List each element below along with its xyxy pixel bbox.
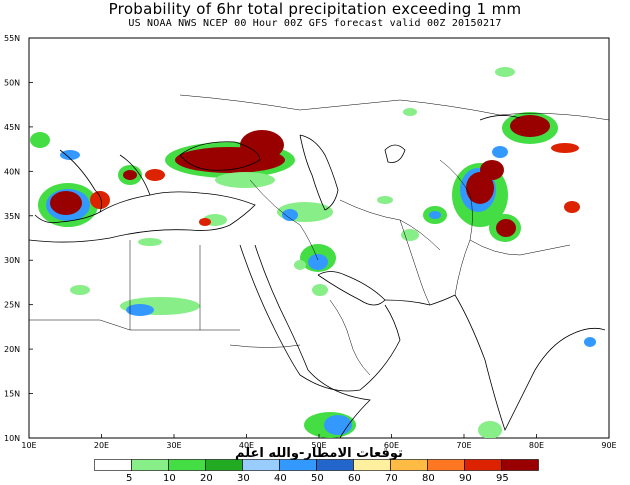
- lon-label: 70E: [456, 441, 471, 450]
- lat-label: 45N: [4, 123, 20, 132]
- lat-label: 20N: [4, 345, 20, 354]
- lat-label: 35N: [4, 212, 20, 221]
- legend-label: 60: [348, 473, 361, 484]
- lon-label: 10E: [21, 441, 36, 450]
- lat-labels: 55N 50N 45N 40N 35N 30N 25N 20N 15N 10N: [4, 34, 20, 443]
- lon-label: 50E: [311, 441, 326, 450]
- lat-label: 25N: [4, 301, 20, 310]
- lon-label: 80E: [529, 441, 544, 450]
- legend-label: 90: [459, 473, 472, 484]
- lon-label: 90E: [601, 441, 616, 450]
- legend-swatch: [501, 459, 539, 471]
- legend-label: 20: [200, 473, 213, 484]
- legend-swatch: [279, 459, 317, 471]
- legend-label: 80: [422, 473, 435, 484]
- legend-label: 5: [126, 473, 133, 484]
- legend-colorbar: [94, 459, 539, 471]
- legend-swatch: [131, 459, 169, 471]
- legend-label: 10: [163, 473, 176, 484]
- lat-label: 40N: [4, 167, 20, 176]
- lon-labels: 10E 20E 30E 40E 50E 60E 70E 80E 90E: [21, 441, 616, 450]
- legend-label: 50: [311, 473, 324, 484]
- legend-label: 30: [237, 473, 250, 484]
- chart-title: Probability of 6hr total precipitation e…: [108, 0, 522, 18]
- legend-swatch: [205, 459, 243, 471]
- legend-label: 70: [385, 473, 398, 484]
- lon-label: 20E: [94, 441, 109, 450]
- map-frame: [28, 37, 610, 439]
- legend-swatch: [168, 459, 206, 471]
- lat-label: 15N: [4, 390, 20, 399]
- axis-ticks: [28, 37, 610, 439]
- lon-label: 60E: [384, 441, 399, 450]
- chart-subtitle: US NOAA NWS NCEP 00 Hour 00Z GFS forecas…: [128, 18, 502, 29]
- legend-swatch: [464, 459, 502, 471]
- coastlines: [29, 115, 606, 438]
- lon-label: 40E: [239, 441, 254, 450]
- lat-label: 50N: [4, 78, 20, 87]
- legend-label: 95: [496, 473, 509, 484]
- lon-label: 30E: [166, 441, 181, 450]
- lat-label: 55N: [4, 34, 20, 43]
- legend-swatch: [427, 459, 465, 471]
- precip-layer: [30, 67, 596, 438]
- legend-swatch: [94, 459, 132, 471]
- legend-label: 40: [274, 473, 287, 484]
- legend-swatch: [353, 459, 391, 471]
- legend-swatch: [316, 459, 354, 471]
- lat-label: 30N: [4, 256, 20, 265]
- legend-swatch: [390, 459, 428, 471]
- lat-label: 10N: [4, 434, 20, 443]
- watermark-text: توقعات الامطار-والله اعلم: [235, 446, 403, 461]
- legend-swatch: [242, 459, 280, 471]
- borders: [29, 94, 609, 376]
